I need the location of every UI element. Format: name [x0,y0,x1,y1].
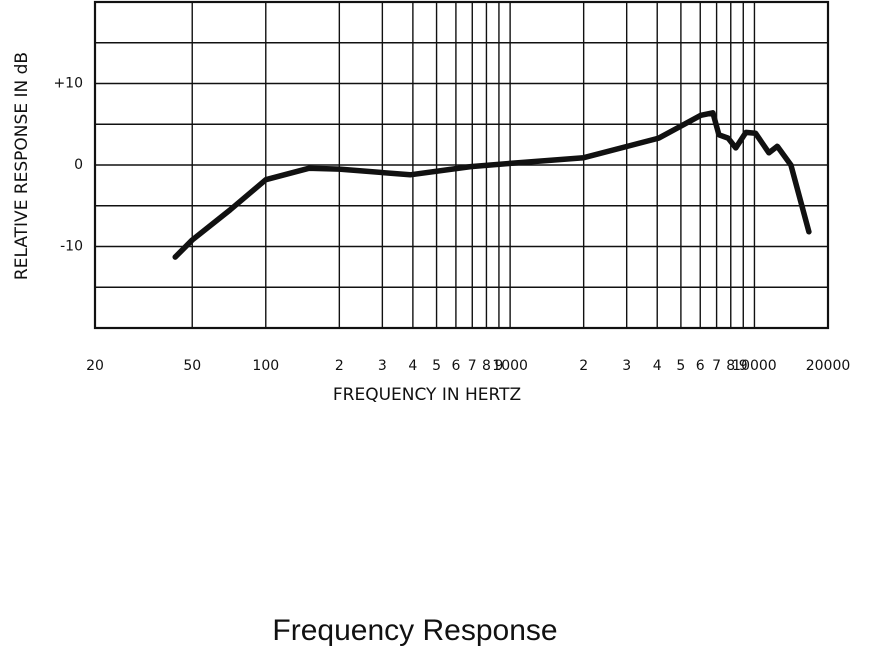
x-tick-label: 10000 [732,358,777,374]
y-tick-label: +10 [53,76,83,92]
y-tick-label: 0 [74,157,83,173]
x-tick-label: 20 [86,358,104,374]
x-tick-label: 6 [451,358,460,374]
x-tick-label: 7 [712,358,721,374]
x-tick-label: 5 [432,358,441,374]
y-tick-label: -10 [60,239,83,255]
chart-title: Frequency Response [272,614,557,647]
y-axis-title: RELATIVE RESPONSE IN dB [12,52,32,280]
x-tick-label: 6 [696,358,705,374]
x-tick-label: 1000 [492,358,528,374]
x-tick-label: 8 [726,358,735,374]
response-curve [172,110,812,260]
x-tick-label: 9 [494,358,503,374]
x-tick-label: 7 [468,358,477,374]
x-tick-label: 3 [622,358,631,374]
x-tick-label: 5 [676,358,685,374]
x-tick-label: 2 [579,358,588,374]
x-axis-title: FREQUENCY IN HERTZ [333,385,521,405]
x-tick-label: 20000 [806,358,851,374]
x-tick-label: 50 [183,358,201,374]
x-tick-label: 8 [482,358,491,374]
x-tick-label: 100 [252,358,279,374]
x-tick-label: 4 [408,358,417,374]
x-tick-label: 9 [739,358,748,374]
x-tick-label: 2 [335,358,344,374]
x-tick-label: 4 [653,358,662,374]
plot-frame [93,0,830,330]
x-tick-label: 3 [378,358,387,374]
